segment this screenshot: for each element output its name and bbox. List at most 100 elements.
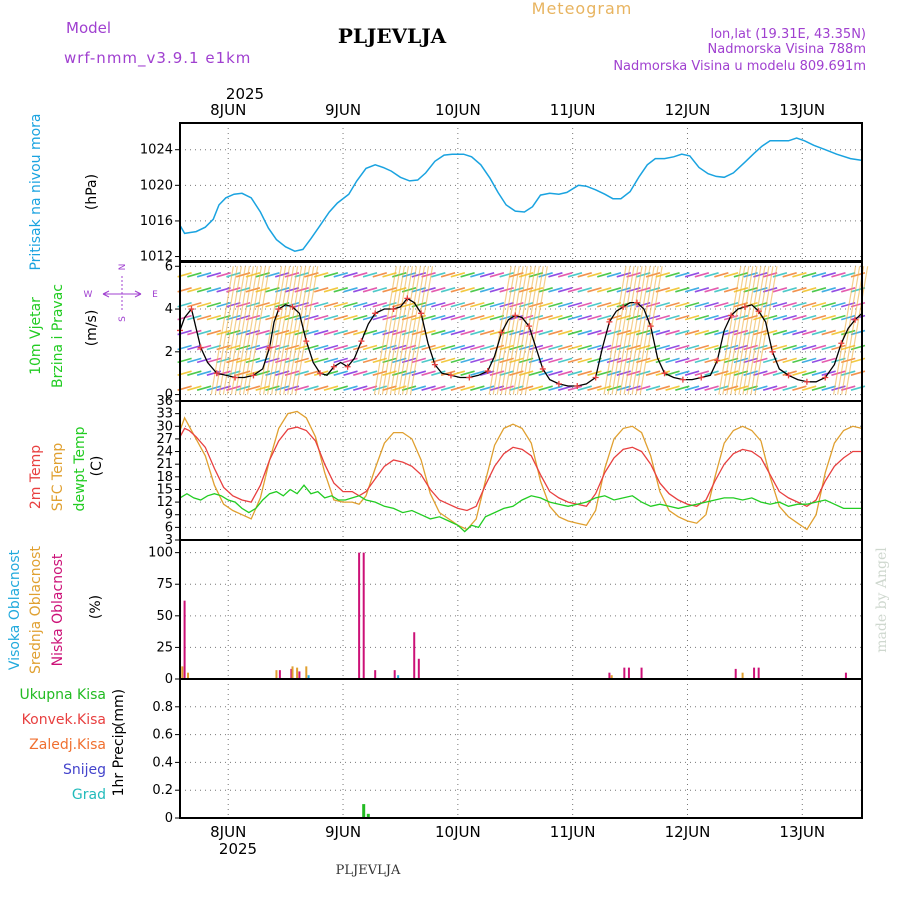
wind-barb bbox=[548, 329, 563, 336]
wind-streak bbox=[291, 266, 315, 395]
legend-snijeg: Snijeg bbox=[63, 762, 106, 778]
wind-barb bbox=[470, 357, 485, 364]
wind-streak bbox=[283, 266, 307, 395]
wind-barb bbox=[226, 302, 241, 308]
wind-barb bbox=[567, 385, 583, 391]
cloud-ytick-label: 25 bbox=[156, 640, 173, 655]
wind-barb bbox=[226, 370, 241, 376]
wind-barb bbox=[450, 344, 466, 351]
wind-barb bbox=[821, 344, 836, 351]
wind-gust-marker bbox=[679, 376, 686, 383]
wind-rose-e: E bbox=[152, 290, 158, 300]
wind-barb bbox=[684, 370, 700, 376]
wind-barb bbox=[479, 314, 495, 321]
wind-barb bbox=[684, 272, 700, 278]
wind-barb bbox=[753, 344, 768, 351]
wind-barb bbox=[294, 272, 309, 278]
wind-barb bbox=[792, 357, 807, 364]
wind-barb bbox=[196, 329, 212, 336]
wind-barb bbox=[304, 314, 319, 321]
temp-ytick-label: 3 bbox=[165, 533, 173, 548]
wind-barb bbox=[196, 344, 212, 351]
wind-barb bbox=[401, 344, 417, 351]
wind-barb bbox=[645, 370, 661, 376]
wind-barb bbox=[353, 314, 368, 321]
wind-barb bbox=[557, 370, 573, 376]
wind-barb bbox=[353, 385, 368, 391]
wind-barb bbox=[265, 287, 280, 293]
wind-barb bbox=[440, 344, 456, 351]
wind-barb bbox=[616, 385, 631, 391]
wind-barb bbox=[196, 287, 212, 293]
wind-barb bbox=[470, 344, 485, 351]
wind-barb bbox=[762, 385, 778, 391]
wind-streak bbox=[226, 266, 250, 395]
wind-streak bbox=[833, 266, 857, 395]
wind-gust-marker bbox=[404, 295, 411, 302]
elevation-text: Nadmorska Visina 788m bbox=[708, 42, 867, 57]
station-title: PLJEVLJA bbox=[338, 24, 447, 48]
wind-ylabel-1: 10m Vjetar bbox=[28, 297, 44, 375]
wind-barb bbox=[792, 314, 807, 321]
wind-barb bbox=[196, 385, 212, 391]
wind-barb bbox=[235, 314, 251, 321]
wind-barb bbox=[577, 302, 592, 308]
mid-cloud-bar bbox=[610, 675, 613, 679]
wind-panel: 0 2 4 6 bbox=[165, 259, 869, 403]
wind-barb bbox=[265, 370, 280, 376]
high-cloud-bar bbox=[307, 675, 310, 679]
wind-gust-marker bbox=[769, 348, 776, 355]
wind-barb bbox=[431, 272, 446, 278]
wind-barb bbox=[557, 329, 573, 336]
wind-gust-marker bbox=[330, 363, 337, 370]
wind-barb bbox=[704, 357, 719, 364]
wind-ytick-label: 4 bbox=[165, 302, 173, 317]
wind-barb bbox=[548, 272, 563, 278]
cloud-ytick-label: 75 bbox=[156, 577, 173, 592]
temp-ylabel-sfc: SFC Temp bbox=[50, 443, 66, 512]
wind-gust-marker bbox=[852, 316, 859, 323]
wind-barb bbox=[333, 329, 348, 336]
mid-cloud-bar bbox=[296, 667, 299, 679]
wind-barb bbox=[333, 272, 348, 278]
wind-barb bbox=[606, 287, 622, 293]
temp-ytick-label: 30 bbox=[156, 419, 173, 434]
wind-barb bbox=[743, 314, 758, 321]
day-label-bottom: 11JUN bbox=[550, 823, 596, 841]
wind-barb bbox=[811, 344, 827, 351]
clouds-panel: 0 25 50 75 100 bbox=[148, 539, 863, 687]
wind-barb bbox=[723, 272, 739, 278]
wind-streak bbox=[222, 266, 246, 395]
cloud-ytick-label: 100 bbox=[148, 546, 173, 561]
wind-streak bbox=[234, 266, 259, 395]
wind-streak bbox=[619, 266, 643, 395]
wind-barb bbox=[372, 302, 387, 308]
wind-barb bbox=[821, 314, 836, 321]
wind-barb bbox=[333, 302, 348, 308]
wind-ytick-label: 0 bbox=[165, 388, 173, 403]
wind-barb bbox=[723, 329, 739, 336]
wind-barb bbox=[831, 287, 846, 293]
wind-barb bbox=[587, 272, 602, 278]
wind-barb bbox=[567, 329, 583, 336]
wind-barb bbox=[440, 287, 456, 293]
wind-barb bbox=[460, 385, 475, 391]
wind-rose-s: S bbox=[118, 316, 128, 322]
wind-barb bbox=[255, 287, 270, 293]
wind-barb bbox=[606, 302, 622, 308]
wind-barb bbox=[362, 357, 378, 364]
wind-streak bbox=[754, 266, 778, 395]
wind-barb bbox=[557, 385, 573, 391]
wind-barb bbox=[460, 357, 475, 364]
wind-barb bbox=[460, 272, 475, 278]
wind-streak bbox=[218, 266, 242, 395]
wind-streak bbox=[750, 266, 774, 395]
wind-barb bbox=[567, 370, 583, 376]
wind-barb bbox=[226, 272, 241, 278]
wind-barb bbox=[782, 344, 797, 351]
wind-barb bbox=[460, 287, 475, 293]
wind-barb bbox=[675, 329, 690, 336]
wind-barb bbox=[743, 287, 758, 293]
wind-streak bbox=[295, 266, 319, 395]
wind-barb bbox=[353, 357, 368, 364]
